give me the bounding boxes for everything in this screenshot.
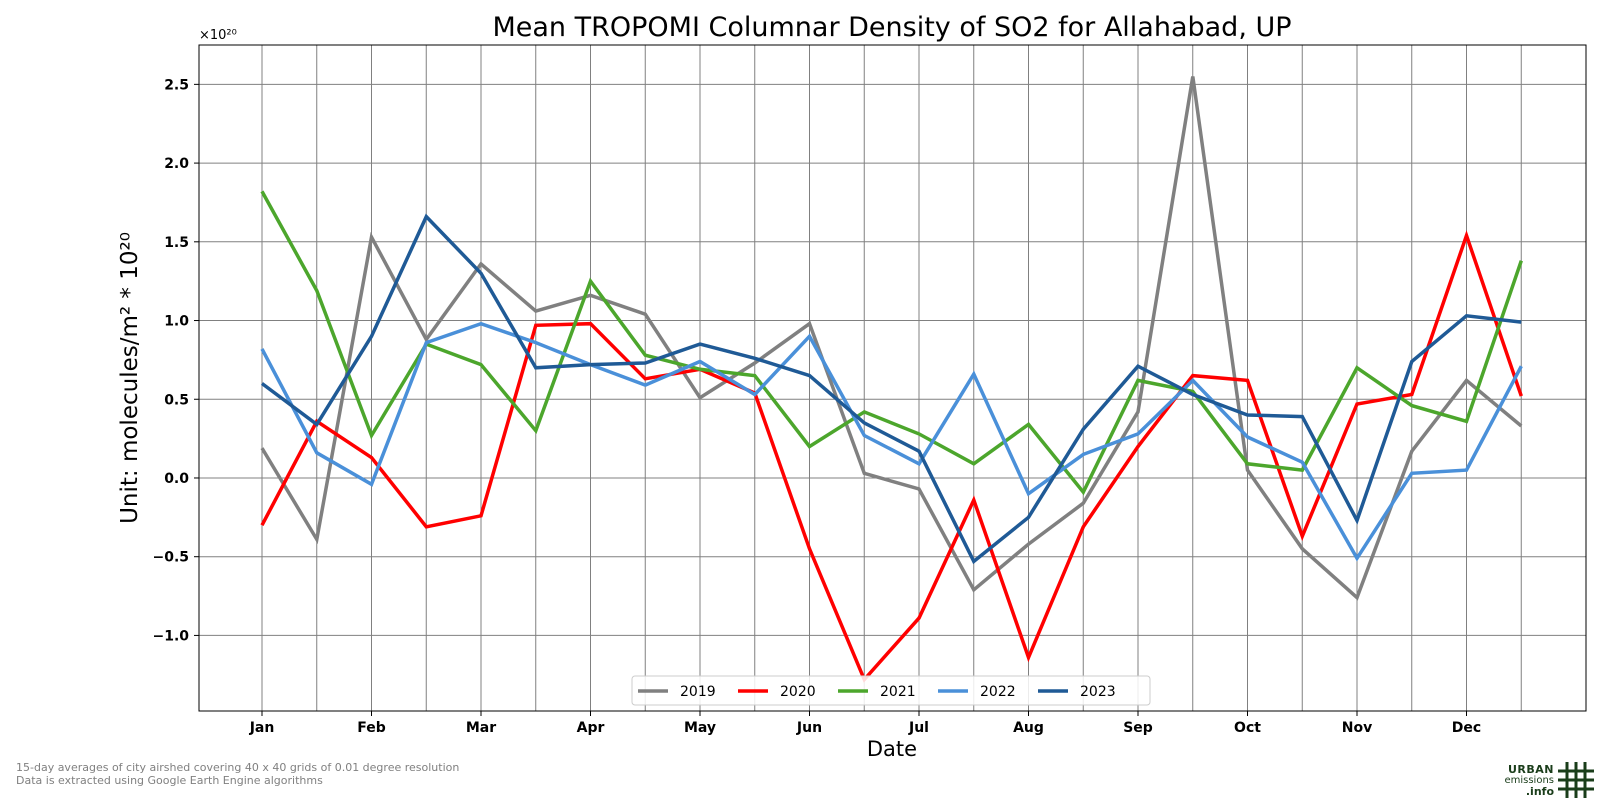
x-tick-label: Dec [1452, 720, 1481, 736]
x-tick-label: Feb [357, 720, 386, 736]
y-axis-label: Unit: molecules/m² * 10²⁰ [117, 232, 143, 524]
legend-label-2020: 2020 [780, 684, 816, 700]
x-tick-label: Nov [1342, 720, 1372, 736]
logo-line-2: emissions [1504, 774, 1554, 786]
x-axis-label: Date [867, 737, 917, 760]
legend-label-2022: 2022 [980, 684, 1016, 700]
y-axis: −1.0 −0.5 0.0 0.5 1.0 1.5 2.0 2.5 [152, 77, 199, 644]
x-tick-label: Aug [1013, 720, 1044, 736]
grid-logo-icon [1558, 762, 1594, 798]
urban-emissions-logo: URBAN emissions .info [1504, 762, 1594, 798]
legend-label-2019: 2019 [680, 684, 716, 700]
logo-line-3: .info [1525, 784, 1554, 798]
logo-text: URBAN emissions .info [1504, 764, 1554, 797]
chart: Mean TROPOMI Columnar Density of SO2 for… [117, 12, 1587, 760]
y-tick-label: 0.0 [164, 471, 189, 487]
series-line-2020 [260, 230, 1523, 683]
y-tick-label: 2.5 [164, 77, 189, 93]
y-tick-label: 2.0 [164, 156, 189, 172]
series-group [260, 76, 1523, 683]
x-tick-label: Jul [908, 720, 929, 736]
series-line-2022 [260, 321, 1523, 562]
x-tick-label: Jun [796, 720, 822, 736]
x-tick-label: Jan [249, 720, 275, 736]
y-tick-label: −0.5 [152, 550, 189, 566]
legend-label-2021: 2021 [880, 684, 916, 700]
logo-line-1: URBAN [1507, 762, 1554, 776]
series-line-2023 [260, 213, 1522, 565]
legend: 2019 2020 2021 2022 2023 [631, 675, 1151, 706]
x-tick-label: Apr [577, 720, 605, 736]
y-tick-label: 1.5 [164, 235, 189, 251]
footnote-line-1: 15-day averages of city airshed covering… [16, 761, 460, 774]
legend-box [631, 675, 1151, 706]
x-axis: Jan Feb Mar Apr May Jun Jul Aug Sep Oct Nov Dec [249, 711, 1481, 736]
y-tick-label: −1.0 [152, 628, 189, 644]
series-line-2019 [260, 76, 1523, 601]
x-tick-label: May [684, 720, 716, 736]
y-tick-label: 1.0 [164, 314, 189, 330]
series-line-2021 [260, 190, 1523, 496]
plot-frame [198, 44, 1587, 712]
x-tick-label: Mar [466, 720, 496, 736]
legend-label-2023: 2023 [1080, 684, 1116, 700]
chart-title: Mean TROPOMI Columnar Density of SO2 for… [492, 12, 1291, 43]
footnote-line-2: Data is extracted using Google Earth Eng… [16, 774, 323, 787]
x-tick-label: Oct [1234, 720, 1261, 736]
y-tick-label: 0.5 [164, 392, 189, 408]
x-tick-label: Sep [1123, 720, 1153, 736]
y-multiplier: ×10²⁰ [199, 28, 237, 43]
